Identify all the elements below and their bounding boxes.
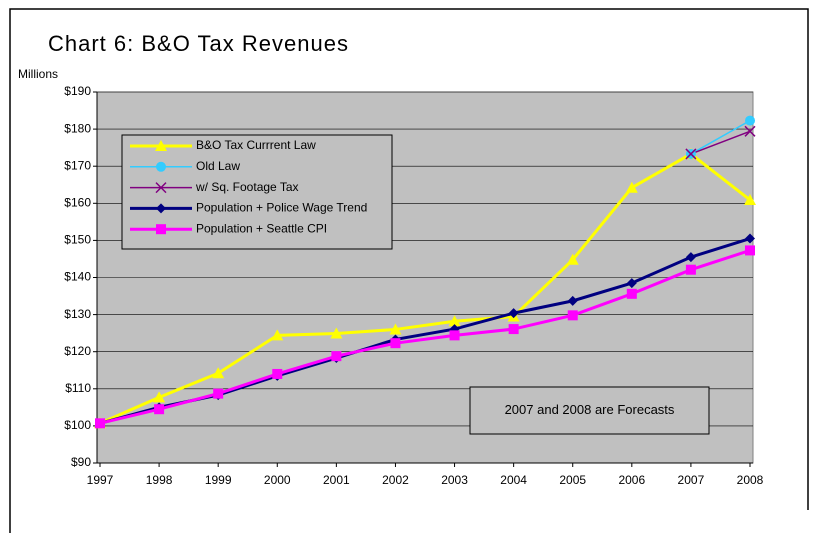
- marker: [389, 323, 402, 335]
- marker: [625, 181, 638, 193]
- x-tick-label: 1999: [205, 473, 232, 487]
- x-tick-label: 2007: [678, 473, 705, 487]
- marker: [626, 288, 637, 299]
- marker: [567, 295, 578, 306]
- marker: [566, 253, 579, 265]
- marker: [449, 330, 460, 341]
- marker: [448, 315, 461, 327]
- marker: [212, 367, 225, 379]
- legend-label: Population + Seattle CPI: [196, 221, 327, 235]
- frame: [9, 8, 809, 533]
- y-tick-label: $140: [64, 270, 91, 284]
- series-line: [690, 130, 751, 155]
- marker: [685, 148, 697, 160]
- y-tick-label: $120: [64, 344, 91, 358]
- marker: [685, 252, 696, 263]
- legend-label: w/ Sq. Footage Tax: [195, 180, 299, 194]
- y-tick-label: $110: [65, 381, 91, 395]
- marker: [213, 388, 224, 399]
- marker: [271, 329, 284, 341]
- marker: [508, 324, 519, 335]
- chart-title: Chart 6: B&O Tax Revenues: [48, 31, 349, 56]
- x-tick-label: 2008: [737, 473, 764, 487]
- marker: [154, 404, 165, 415]
- marker: [331, 351, 342, 362]
- marker: [156, 224, 166, 235]
- x-tick-label: 2005: [559, 473, 586, 487]
- marker: [156, 161, 166, 172]
- marker: [685, 264, 696, 275]
- marker: [626, 278, 637, 289]
- marker: [155, 182, 167, 194]
- marker: [744, 193, 756, 205]
- legend-label: Population + Police Wage Trend: [196, 201, 367, 215]
- legend-label: Old Law: [196, 159, 240, 173]
- series-line: [99, 248, 751, 425]
- y-tick-label: $190: [64, 84, 91, 98]
- marker: [330, 327, 343, 339]
- y-tick-label: $130: [64, 307, 91, 321]
- x-tick-label: 1997: [87, 473, 114, 487]
- y-tick-label: $160: [64, 195, 91, 209]
- y-tick-label: $100: [64, 418, 91, 432]
- marker: [508, 308, 519, 319]
- x-tick-label: 2003: [441, 473, 468, 487]
- x-tick-label: 2001: [323, 473, 350, 487]
- marker: [156, 203, 166, 214]
- y-tick-label: $150: [64, 233, 91, 247]
- marker: [745, 245, 755, 256]
- marker: [155, 140, 167, 151]
- series-line: [99, 152, 751, 425]
- x-tick-label: 2000: [264, 473, 291, 487]
- annotation-box: [469, 386, 710, 435]
- x-tick-label: 1998: [146, 473, 173, 487]
- y-axis-label: Millions: [18, 67, 58, 81]
- marker: [567, 310, 578, 321]
- marker: [745, 115, 755, 126]
- series-line: [690, 119, 751, 155]
- marker: [390, 338, 401, 349]
- marker: [745, 233, 755, 244]
- annotation: 2007 and 2008 are Forecasts: [505, 402, 675, 417]
- marker: [153, 391, 166, 403]
- marker: [744, 125, 756, 137]
- x-tick-label: 2004: [500, 473, 527, 487]
- marker: [95, 418, 105, 429]
- y-tick-label: $170: [64, 158, 91, 172]
- x-tick-label: 2002: [382, 473, 409, 487]
- legend-label: B&O Tax Currrent Law: [196, 138, 316, 152]
- y-tick-label: $90: [71, 455, 91, 469]
- x-tick-label: 2006: [618, 473, 645, 487]
- y-tick-label: $180: [64, 121, 91, 135]
- marker: [272, 368, 283, 379]
